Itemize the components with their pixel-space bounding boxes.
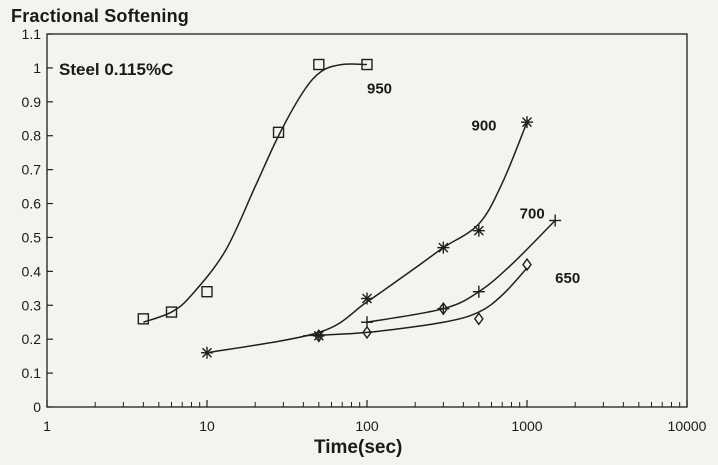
marker-diamond-650 [438,301,449,316]
marker-plus-700 [549,214,562,227]
y-tick-label: 0.7 [22,162,42,178]
y-tick-label: 0.3 [22,297,42,313]
y-tick-label: 0.8 [22,128,42,144]
series-line-700 [366,219,556,323]
x-tick-label: 10000 [668,418,707,434]
x-tick-label: 100 [355,418,379,434]
marker-square-950 [165,306,178,318]
x-tick-label: 1000 [511,418,542,434]
series-line-650 [303,267,528,337]
y-tick-label: 0.5 [22,229,42,245]
chart-title: Fractional Softening [11,6,190,26]
marker-diamond-650 [362,325,372,340]
marker-diamond-650 [313,329,324,343]
marker-square-950 [313,58,325,71]
y-tick-label: 0.1 [22,365,42,381]
marker-star-900 [521,116,533,129]
marker-square-950 [137,313,150,325]
y-tick-label: 0.4 [22,263,42,279]
x-tick-label: 1 [43,418,51,434]
marker-star-900 [437,241,450,254]
x-axis-label: Time(sec) [314,437,403,458]
x-tick-label: 10 [199,418,215,434]
y-tick-label: 0.6 [22,196,42,212]
series-label-950: 950 [367,80,392,97]
y-tick-label: 0.2 [22,331,42,347]
series-label-650: 650 [555,270,580,287]
series-label-700: 700 [520,206,545,223]
series-label-900: 900 [472,118,497,135]
marker-star-900 [472,224,485,237]
marker-square-950 [272,126,285,139]
marker-diamond-650 [522,257,532,272]
marker-square-950 [201,286,213,298]
y-tick-label: 1 [33,60,41,76]
marker-square-950 [361,58,373,71]
marker-star-900 [361,292,373,305]
y-tick-label: 0 [33,399,41,415]
y-tick-label: 1.1 [22,26,42,42]
marker-diamond-650 [473,312,484,326]
steel-annotation: Steel 0.115%C [59,60,173,79]
marker-star-900 [201,346,213,359]
marker-plus-700 [472,285,485,298]
series-line-950 [143,63,368,323]
y-tick-label: 0.9 [22,94,42,110]
